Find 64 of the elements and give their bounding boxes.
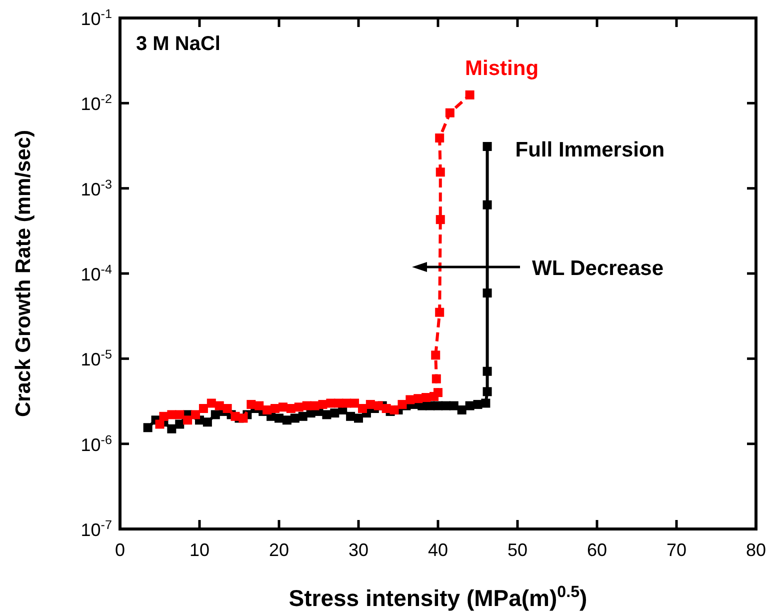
- point: [465, 90, 474, 100]
- point: [246, 400, 256, 409]
- point: [482, 288, 492, 298]
- series-label: Full Immersion: [515, 138, 665, 162]
- point: [436, 168, 445, 177]
- point: [159, 412, 168, 421]
- y-tick-label: 10$^{-1}$: [80, 7, 112, 29]
- point: [350, 398, 360, 408]
- y-axis-title: Crack Growth Rate (mm/sec): [12, 130, 35, 418]
- point: [481, 398, 490, 408]
- point: [406, 395, 415, 404]
- annotation: WL Decrease: [532, 257, 664, 280]
- point: [434, 388, 442, 398]
- series-label: Misting: [465, 56, 539, 80]
- x-tick-label: 0: [114, 540, 126, 560]
- y-tick-label: 10$^{-3}$: [80, 177, 112, 200]
- point: [482, 366, 492, 376]
- x-tick-label: 10: [189, 540, 210, 560]
- x-tick-label: 40: [428, 540, 448, 560]
- annotation: 3 M NaCl: [136, 33, 220, 55]
- point: [449, 401, 458, 410]
- point: [482, 387, 492, 396]
- point: [175, 410, 184, 420]
- point: [445, 108, 454, 118]
- point: [366, 400, 375, 409]
- point: [183, 416, 192, 425]
- y-tick-label: 10$^{-5}$: [80, 348, 112, 370]
- point: [206, 398, 216, 408]
- point: [390, 405, 399, 414]
- point: [262, 405, 272, 414]
- point: [435, 308, 444, 317]
- point: [167, 424, 176, 434]
- point: [191, 410, 200, 420]
- point: [436, 215, 445, 224]
- point: [465, 401, 474, 410]
- x-axis-title: Stress intensity (MPa(m)$^{0.5}$): [288, 583, 588, 611]
- y-tick-label: 10$^{-6}$: [80, 432, 112, 455]
- point: [175, 420, 184, 429]
- x-tick-label: 50: [507, 540, 528, 560]
- point: [202, 418, 212, 427]
- point: [358, 404, 367, 413]
- x-tick-label: 70: [666, 540, 687, 560]
- point: [346, 412, 356, 421]
- point: [354, 414, 363, 423]
- point: [432, 374, 441, 384]
- point: [254, 401, 264, 410]
- point: [431, 350, 440, 360]
- point: [143, 423, 152, 432]
- point: [198, 404, 208, 413]
- point: [210, 410, 220, 420]
- point: [482, 142, 492, 151]
- point: [435, 133, 444, 142]
- point: [398, 400, 407, 409]
- y-tick-label: 10$^{-7}$: [80, 518, 112, 540]
- point: [457, 405, 466, 414]
- x-tick-label: 60: [586, 540, 608, 560]
- y-tick-label: 10$^{-4}$: [80, 262, 112, 284]
- x-tick-label: 80: [746, 540, 766, 560]
- y-tick-label: 10$^{-2}$: [80, 92, 112, 114]
- point: [222, 404, 232, 413]
- x-tick-label: 20: [268, 540, 290, 560]
- x-tick-label: 30: [348, 540, 369, 560]
- point: [238, 414, 248, 423]
- point: [482, 200, 492, 210]
